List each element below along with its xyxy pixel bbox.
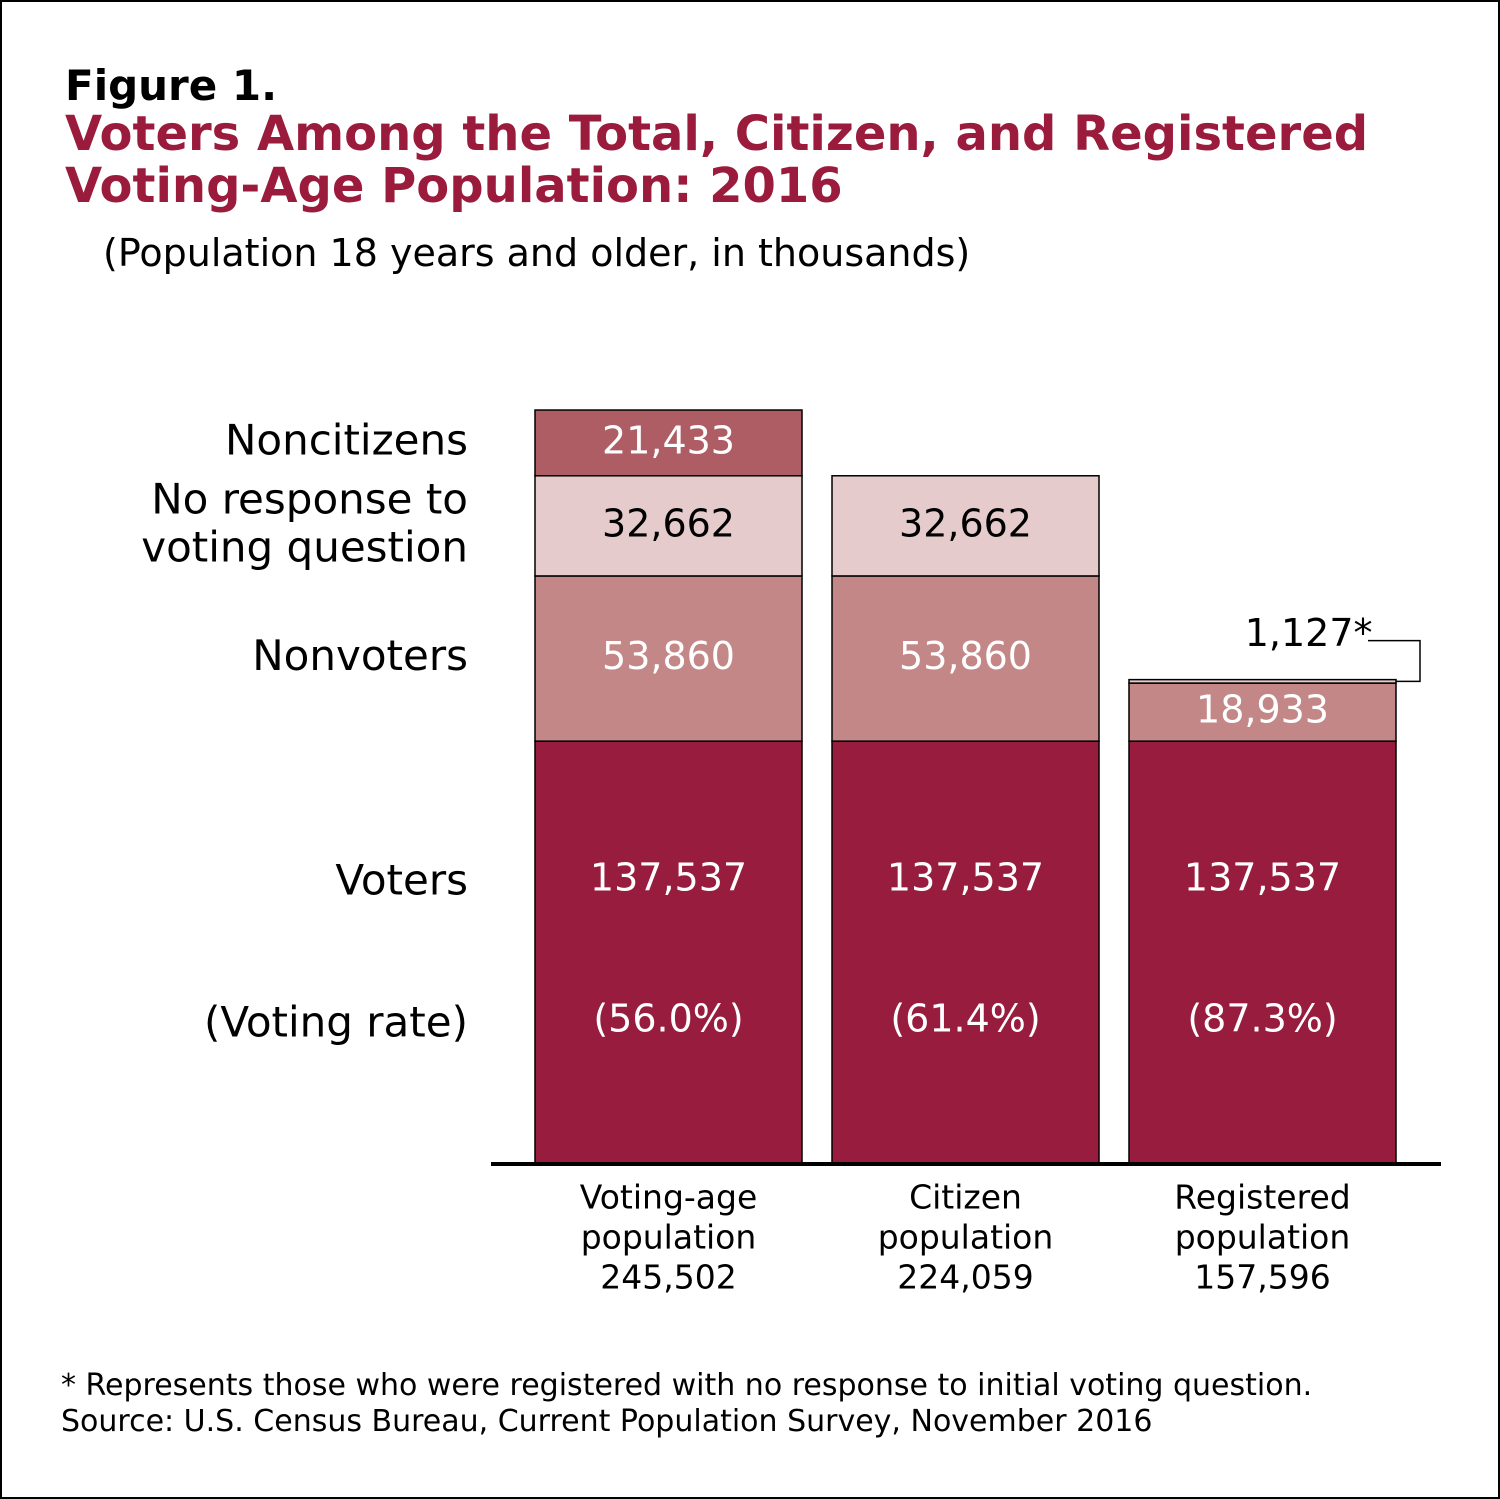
row-label-nonvoters: Nonvoters <box>252 631 468 680</box>
row-label-no_response: No response to <box>151 474 468 523</box>
category-label: Voting-age <box>580 1178 758 1217</box>
row-label-no_response: voting question <box>141 522 468 571</box>
data-label-nonvoters: 53,860 <box>899 634 1032 678</box>
bar-segment-no_response <box>534 475 803 577</box>
row-label-voters: Voters <box>335 856 468 905</box>
category-label: 245,502 <box>600 1258 736 1297</box>
voting-rate-label: (61.4%) <box>890 997 1040 1041</box>
category-label: Citizen <box>909 1178 1022 1217</box>
category-label: 157,596 <box>1194 1258 1330 1297</box>
row-label-voting_rate: (Voting rate) <box>204 998 468 1047</box>
bar-segment-no_response <box>1128 678 1397 684</box>
category-label: Registered <box>1174 1178 1350 1217</box>
data-label-voters: 137,537 <box>1184 856 1341 900</box>
footnote-line: * Represents those who were registered w… <box>61 1368 1313 1403</box>
category-label: population <box>1175 1218 1351 1257</box>
category-label: population <box>581 1218 757 1257</box>
data-label-voters: 137,537 <box>887 856 1044 900</box>
callout-line <box>1368 639 1421 683</box>
figure-title-line: Voting-Age Population: 2016 <box>65 158 843 214</box>
bar-segment-voters <box>831 740 1100 1164</box>
data-label-nonvoters: 53,860 <box>602 634 735 678</box>
source-line: Source: U.S. Census Bureau, Current Popu… <box>61 1404 1153 1439</box>
bar-segment-nonvoters <box>1128 682 1397 742</box>
category-label: population <box>878 1218 1054 1257</box>
bar-segment-no_response <box>831 475 1100 577</box>
bar-segment-voters <box>1128 740 1397 1164</box>
bar-segment-noncitizens <box>534 409 803 477</box>
bar-segment-nonvoters <box>534 575 803 742</box>
bar-segment-voters <box>534 740 803 1164</box>
category-label: 224,059 <box>897 1258 1033 1297</box>
data-label-noncitizens: 21,433 <box>602 418 735 462</box>
data-label-voters: 137,537 <box>590 856 747 900</box>
data-label-no_response: 32,662 <box>899 501 1032 545</box>
row-label-noncitizens: Noncitizens <box>225 415 468 464</box>
voting-rate-label: (87.3%) <box>1187 997 1337 1041</box>
figure-title: Voters Among the Total, Citizen, and Reg… <box>65 108 1368 212</box>
figure-title-line: Voters Among the Total, Citizen, and Reg… <box>65 106 1369 162</box>
data-label-no_response: 1,127* <box>1245 611 1373 655</box>
figure-subtitle: (Population 18 years and older, in thous… <box>103 231 971 275</box>
footnote: * Represents those who were registered w… <box>61 1368 1312 1440</box>
data-label-no_response: 32,662 <box>602 501 735 545</box>
data-label-nonvoters: 18,933 <box>1196 688 1329 732</box>
voting-rate-label: (56.0%) <box>593 997 743 1041</box>
figure-label: Figure 1. <box>65 61 278 110</box>
